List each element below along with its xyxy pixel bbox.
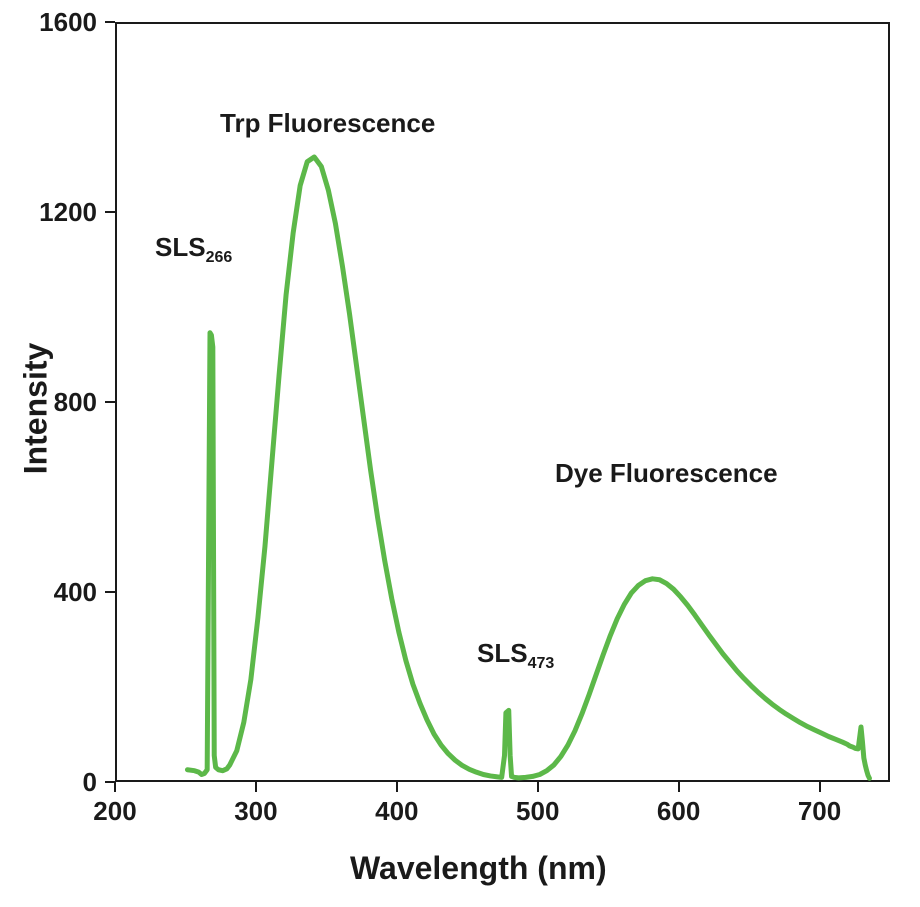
x-tick-label: 300 [234, 796, 277, 827]
x-tick-label: 400 [375, 796, 418, 827]
x-tick-label: 500 [516, 796, 559, 827]
x-axis-label: Wavelength (nm) [350, 850, 607, 887]
y-tick-label: 400 [54, 577, 97, 608]
x-tick-label: 200 [93, 796, 136, 827]
chart-annotation: Dye Fluorescence [555, 458, 778, 489]
x-tick-mark [114, 782, 116, 792]
chart-annotation: Trp Fluorescence [220, 108, 435, 139]
y-axis-label: Intensity [17, 343, 54, 475]
y-tick-mark [105, 211, 115, 213]
x-tick-label: 600 [657, 796, 700, 827]
x-tick-label: 700 [798, 796, 841, 827]
y-tick-label: 1600 [39, 7, 97, 38]
chart-annotation: SLS266 [155, 232, 232, 267]
y-tick-label: 800 [54, 387, 97, 418]
chart-annotation: SLS473 [477, 638, 554, 673]
y-tick-label: 0 [83, 767, 97, 798]
y-tick-mark [105, 401, 115, 403]
y-tick-label: 1200 [39, 197, 97, 228]
y-tick-mark [105, 591, 115, 593]
fluorescence-spectrum-chart: Intensity Wavelength (nm) 0 400 800 1200 160… [0, 0, 920, 907]
y-tick-mark [105, 21, 115, 23]
